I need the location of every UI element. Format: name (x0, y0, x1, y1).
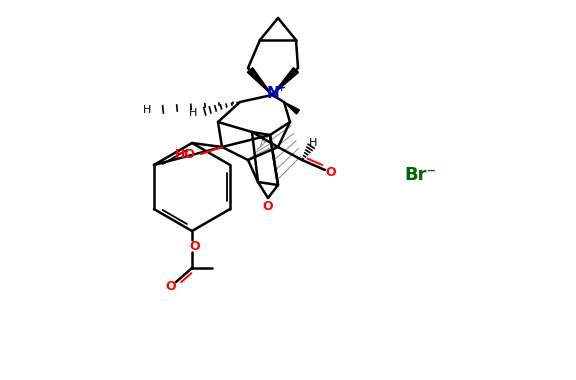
Text: O: O (166, 280, 176, 293)
Text: O: O (325, 166, 336, 179)
Text: +: + (276, 83, 286, 93)
Text: HO: HO (175, 147, 196, 160)
Text: Br⁻: Br⁻ (404, 166, 436, 184)
Text: O: O (190, 241, 200, 253)
Text: H: H (309, 138, 317, 148)
Polygon shape (272, 68, 298, 95)
Polygon shape (247, 68, 272, 95)
Text: H: H (143, 105, 151, 115)
Text: O: O (263, 200, 274, 212)
Text: H: H (189, 108, 197, 118)
Polygon shape (284, 102, 300, 114)
Text: N: N (267, 86, 279, 100)
